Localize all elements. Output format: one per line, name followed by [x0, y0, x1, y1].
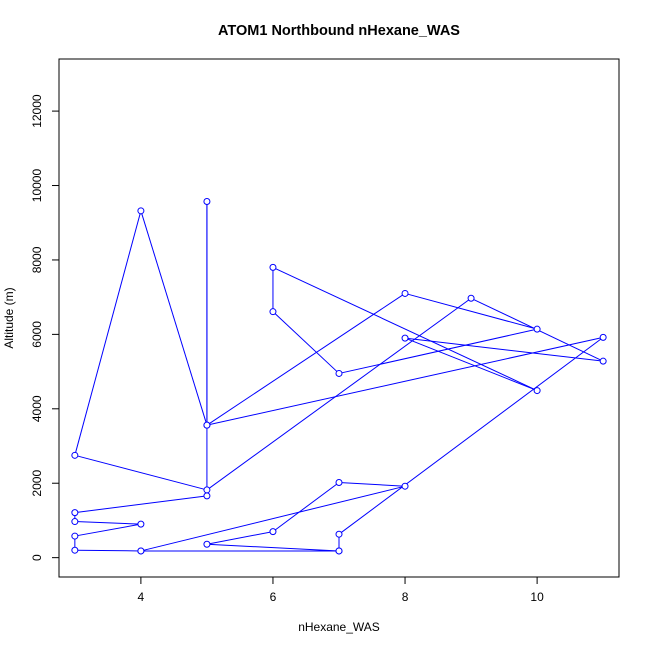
y-axis-label: Altitude (m) — [2, 287, 16, 348]
series-segment — [404, 337, 538, 392]
series-segment — [140, 210, 208, 426]
data-point — [533, 387, 541, 395]
data-point — [71, 532, 79, 540]
series-segment — [404, 292, 538, 330]
y-tick-label: 6000 — [30, 321, 44, 348]
series-segment — [338, 328, 538, 374]
data-point — [137, 207, 145, 215]
data-point — [137, 520, 145, 528]
x-tick-label: 6 — [270, 590, 277, 604]
series-segment — [206, 293, 406, 426]
data-point — [335, 369, 343, 377]
series-segment — [74, 210, 142, 456]
x-axis-label: nHexane_WAS — [298, 620, 380, 634]
data-point — [269, 263, 277, 271]
y-tick-label: 12000 — [30, 94, 44, 128]
y-axis: 0 2000 4000 6000 8000 10000 12000 — [30, 94, 60, 561]
y-tick-label: 4000 — [30, 395, 44, 422]
data-point — [203, 486, 211, 494]
series-segment — [338, 481, 406, 487]
data-point — [71, 451, 79, 459]
y-tick-label: 0 — [30, 554, 44, 561]
series-segment — [206, 531, 274, 545]
series-segment — [272, 482, 340, 533]
data-point — [335, 478, 343, 486]
x-axis: 4 6 8 10 — [138, 576, 544, 604]
data-point — [269, 528, 277, 536]
series-segment — [74, 521, 141, 525]
data-point — [533, 325, 541, 333]
data-point — [71, 509, 79, 517]
series-segment — [404, 337, 604, 362]
data-point — [401, 334, 409, 342]
series-segment — [74, 549, 141, 552]
series-segment — [74, 454, 208, 491]
series-segment — [206, 543, 340, 552]
chart-title: ATOM1 Northbound nHexane_WAS — [218, 23, 460, 39]
series-points — [71, 198, 607, 555]
series-segment — [338, 336, 604, 535]
data-point — [203, 421, 211, 429]
data-point — [71, 518, 79, 526]
data-point — [203, 492, 211, 500]
data-point — [203, 540, 211, 548]
data-point — [335, 547, 343, 555]
data-point — [599, 333, 607, 341]
series-segment — [74, 495, 207, 514]
data-point — [467, 294, 475, 302]
y-tick-label: 8000 — [30, 246, 44, 273]
x-tick-label: 4 — [138, 590, 145, 604]
series-segment — [206, 297, 472, 491]
series-segment — [206, 336, 604, 426]
data-point — [401, 482, 409, 490]
x-tick-label: 8 — [402, 590, 409, 604]
data-point — [203, 198, 211, 206]
data-point — [71, 546, 79, 554]
y-tick-label: 10000 — [30, 169, 44, 203]
y-tick-label: 2000 — [30, 470, 44, 497]
series-segment — [74, 523, 141, 537]
data-point — [137, 547, 145, 555]
data-point — [269, 308, 277, 316]
series-segment — [272, 266, 538, 392]
data-point — [401, 289, 409, 297]
x-tick-label: 10 — [530, 590, 544, 604]
data-point — [599, 357, 607, 365]
series-segment — [272, 311, 340, 374]
data-point — [335, 530, 343, 538]
series-segment — [140, 485, 406, 552]
